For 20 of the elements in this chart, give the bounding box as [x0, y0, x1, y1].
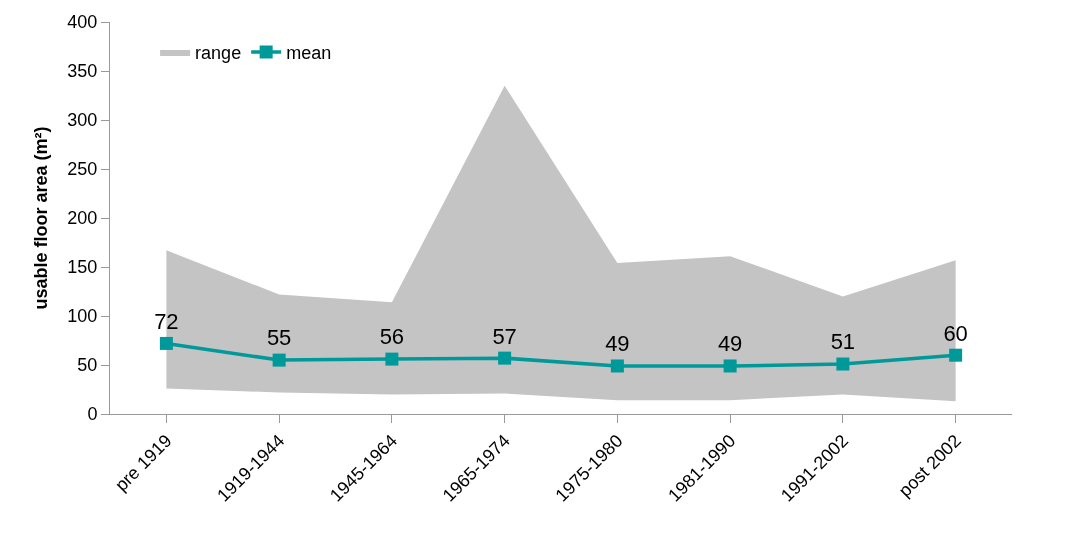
y-tick-label: 250: [67, 159, 98, 180]
data-label: 55: [266, 325, 292, 351]
data-label: 49: [717, 331, 743, 357]
y-tick-label: 350: [67, 61, 98, 82]
legend-label: range: [195, 42, 242, 63]
y-tick-label: 0: [87, 404, 98, 425]
y-tick-label: 200: [67, 208, 98, 229]
y-tick-label: 150: [67, 257, 98, 278]
data-label: 49: [605, 331, 630, 357]
y-axis-title: usable floor area (m²): [30, 126, 51, 310]
legend-label: mean: [286, 42, 332, 63]
y-tick-label: 100: [67, 306, 98, 327]
data-label: 57: [492, 323, 517, 349]
y-tick-label: 300: [67, 110, 98, 131]
y-tick-label: 50: [77, 355, 98, 376]
data-label: 56: [379, 324, 405, 350]
data-label: 72: [154, 308, 179, 334]
y-tick-label: 400: [67, 12, 98, 33]
data-label: 60: [943, 320, 968, 346]
data-label: 51: [830, 329, 856, 355]
